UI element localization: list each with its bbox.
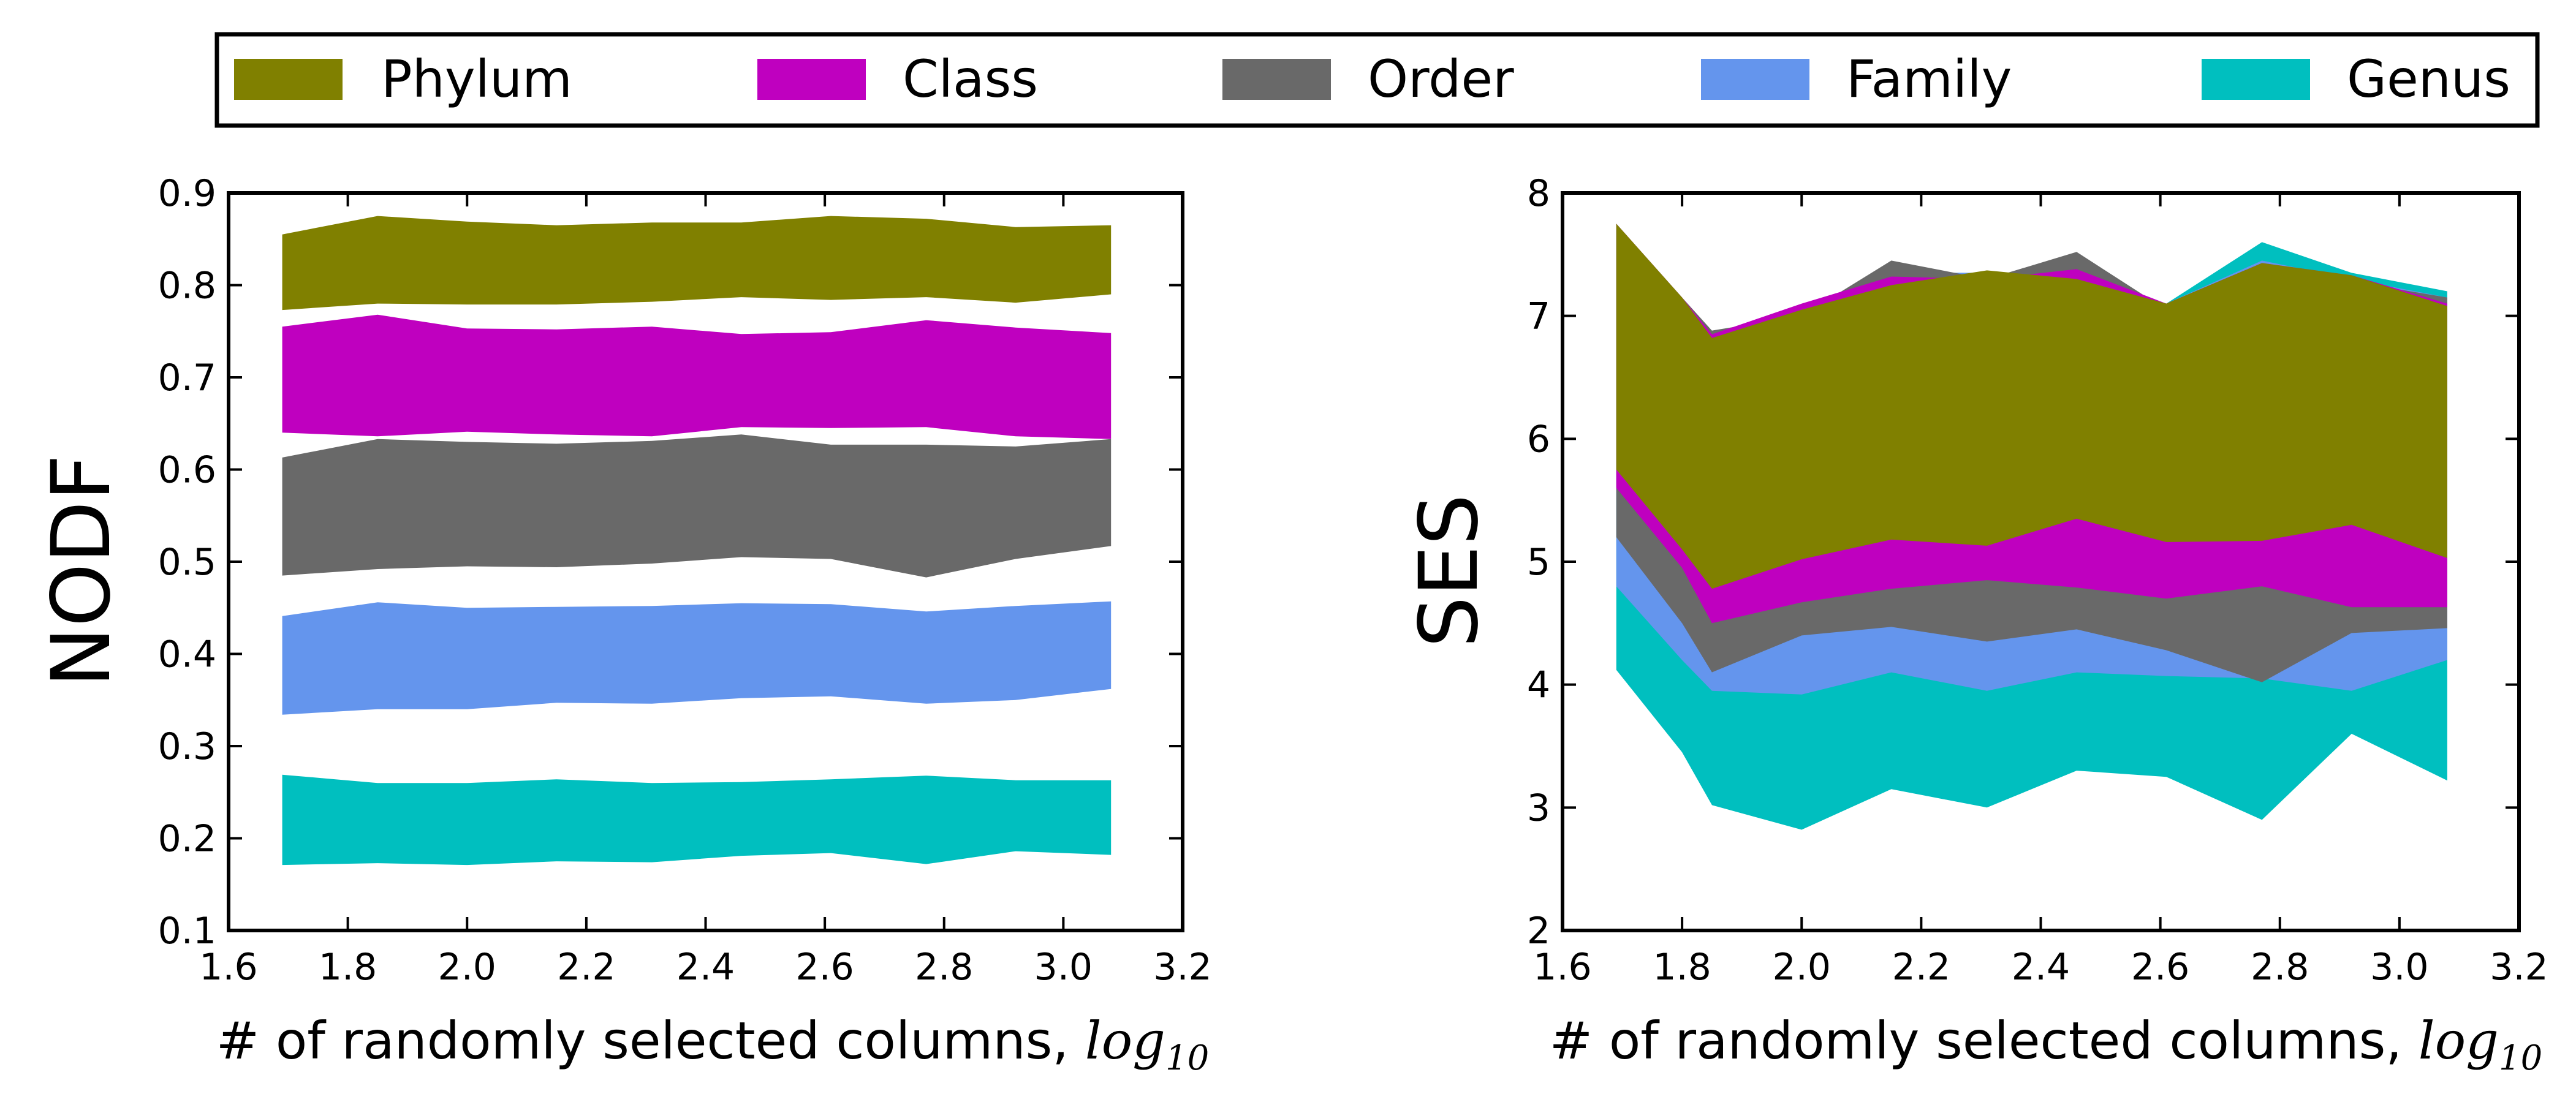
- legend-swatch-genus: [2202, 59, 2310, 100]
- nodf-band-phylum: [282, 216, 1112, 311]
- ses-ytick-label: 4: [1527, 664, 1550, 707]
- ses-xtick-label: 2.4: [2012, 946, 2070, 989]
- nodf-xlabel-text: # of randomly selected columns,: [216, 1011, 1085, 1071]
- nodf-band-order: [282, 434, 1112, 578]
- ses-band-phylum: [1616, 224, 2447, 589]
- nodf-xtick-label: 2.0: [438, 946, 496, 989]
- nodf-ytick-label: 0.2: [158, 818, 216, 861]
- ses-ylabel: SES: [1402, 494, 1496, 648]
- ses-xlabel-math: log: [2419, 1011, 2499, 1071]
- ses-xtick-label: 2.2: [1892, 946, 1950, 989]
- ses-xtick-label: 3.2: [2490, 946, 2548, 989]
- nodf-chart: 1.6 1.8 2.0 2.2 2.4 2.6 2.8 3.0 3.2 0.1 0.2 0.3 0.4 0…: [34, 172, 1212, 1078]
- nodf-band-family: [282, 601, 1112, 715]
- nodf-xtick-label: 2.6: [795, 946, 854, 989]
- nodf-ytick-label: 0.8: [158, 265, 216, 308]
- ses-xtick-label: 1.8: [1653, 946, 1711, 989]
- ses-xtick-label: 2.8: [2251, 946, 2309, 989]
- nodf-xtick-label: 2.4: [676, 946, 735, 989]
- ses-ytick-label: 7: [1527, 295, 1550, 338]
- nodf-xtick-label: 3.2: [1153, 946, 1211, 989]
- ses-chart: 1.6 1.8 2.0 2.2 2.4 2.6 2.8 3.0 3.2 2 3 4 5 6 7 8 SES #…: [1402, 172, 2548, 1078]
- ses-xtick-label: 3.0: [2370, 946, 2428, 989]
- ses-xlabel-math-sub: 10: [2499, 1038, 2542, 1078]
- legend-swatch-order: [1222, 59, 1331, 100]
- legend-label-phylum: Phylum: [381, 49, 572, 109]
- nodf-ytick-label: 0.1: [158, 910, 216, 953]
- ses-ytick-label: 3: [1527, 787, 1550, 829]
- ses-xtick-label: 2.0: [1773, 946, 1831, 989]
- nodf-xlabel-math: log: [1085, 1011, 1165, 1071]
- nodf-ytick-label: 0.9: [158, 172, 216, 215]
- legend-label-genus: Genus: [2347, 49, 2510, 109]
- nodf-xtick-label: 2.2: [557, 946, 615, 989]
- nodf-xtick-label: 1.6: [199, 946, 257, 989]
- nodf-plot-area: 1.6 1.8 2.0 2.2 2.4 2.6 2.8 3.0 3.2 0.1 0.2 0.3 0.4 0…: [158, 172, 1212, 989]
- ses-ytick-label: 5: [1527, 541, 1550, 584]
- ses-xlabel-text: # of randomly selected columns,: [1550, 1011, 2419, 1071]
- ses-xtick-label: 2.6: [2131, 946, 2189, 989]
- nodf-ytick-label: 0.7: [158, 357, 216, 399]
- nodf-xtick-label: 3.0: [1034, 946, 1093, 989]
- nodf-ytick-label: 0.3: [158, 725, 216, 768]
- nodf-ylabel: NODF: [34, 455, 129, 687]
- legend-frame: [214, 32, 2540, 128]
- legend: Phylum Class Order Family Genus: [214, 32, 2540, 128]
- ses-ytick-label: 6: [1527, 418, 1550, 461]
- legend-label-order: Order: [1368, 49, 1514, 109]
- legend-label-family: Family: [1846, 49, 2012, 109]
- nodf-xtick-label: 2.8: [915, 946, 973, 989]
- nodf-band-class: [282, 314, 1112, 439]
- ses-plot-area: 1.6 1.8 2.0 2.2 2.4 2.6 2.8 3.0 3.2 2 3 4 5 6 7 8: [1527, 172, 2548, 989]
- nodf-xlabel: # of randomly selected columns, log10: [216, 1011, 1209, 1078]
- ses-xtick-label: 1.6: [1533, 946, 1591, 989]
- legend-swatch-phylum: [234, 59, 343, 100]
- nodf-xtick-label: 1.8: [319, 946, 377, 989]
- nodf-ytick-label: 0.6: [158, 449, 216, 492]
- nodf-ytick-label: 0.4: [158, 633, 216, 676]
- ses-ytick-label: 2: [1527, 910, 1550, 953]
- nodf-xlabel-math-sub: 10: [1165, 1038, 1209, 1078]
- ses-xlabel: # of randomly selected columns, log10: [1550, 1011, 2542, 1078]
- ses-ytick-label: 8: [1527, 172, 1550, 215]
- legend-swatch-class: [757, 59, 866, 100]
- nodf-ytick-label: 0.5: [158, 541, 216, 584]
- nodf-band-genus: [282, 774, 1112, 866]
- legend-label-class: Class: [903, 49, 1038, 109]
- legend-swatch-family: [1701, 59, 1809, 100]
